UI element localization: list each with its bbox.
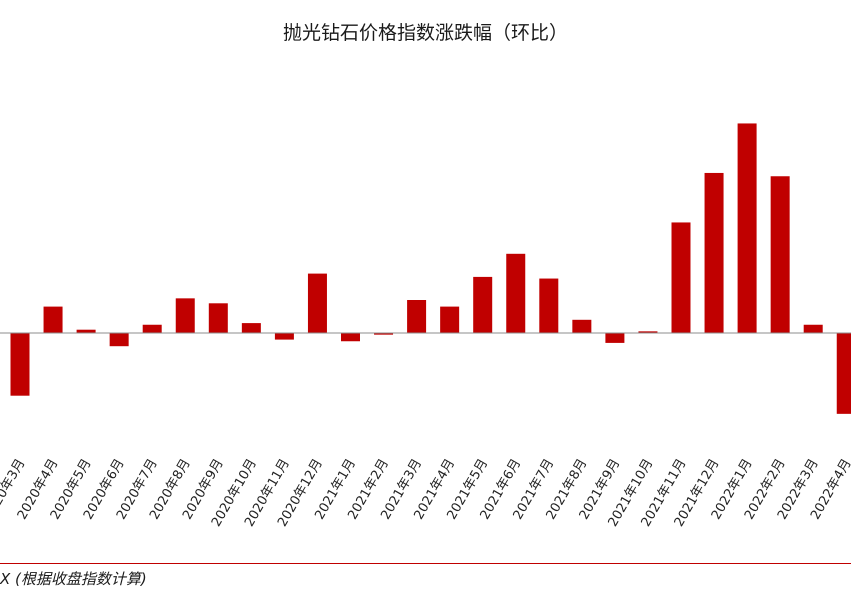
bar-2021年5月: [473, 276, 493, 333]
bar-2022年4月: [836, 333, 851, 414]
source-note: X (根据收盘指数计算): [0, 570, 147, 588]
bar-2021年12月: [704, 172, 724, 333]
bar-2020年12月: [307, 273, 327, 333]
bar-2020年11月: [274, 333, 294, 340]
bar-2020年5月: [76, 329, 96, 333]
bar-2020年7月: [142, 324, 162, 333]
bar-2021年1月: [341, 333, 360, 342]
bar-2021年7月: [539, 278, 559, 333]
chart-title: 抛光钻石价格指数涨跌幅（环比）: [282, 22, 568, 44]
bar-2021年6月: [506, 253, 526, 333]
bar-2020年10月: [241, 323, 261, 333]
bar-2021年8月: [572, 319, 592, 333]
bars-group: [10, 123, 851, 414]
bar-2021年11月: [671, 222, 691, 333]
bar-2020年4月: [43, 306, 63, 333]
footer-divider: [0, 563, 851, 564]
bar-2021年10月: [638, 331, 658, 333]
bar-2020年3月: [10, 333, 30, 396]
bar-2021年9月: [605, 333, 625, 343]
bar-2020年6月: [109, 333, 129, 347]
bar-2022年3月: [803, 324, 823, 333]
bar-2021年4月: [440, 306, 460, 333]
bar-2021年3月: [407, 300, 427, 333]
bar-2022年1月: [737, 123, 757, 333]
bar-2022年2月: [770, 176, 790, 333]
bar-2021年2月: [374, 333, 394, 335]
bar-2020年8月: [175, 298, 195, 333]
x-tick-labels: 2020年3月2020年4月2020年5月2020年6月2020年7月2020年…: [0, 457, 851, 530]
bar-2020年9月: [208, 303, 228, 333]
